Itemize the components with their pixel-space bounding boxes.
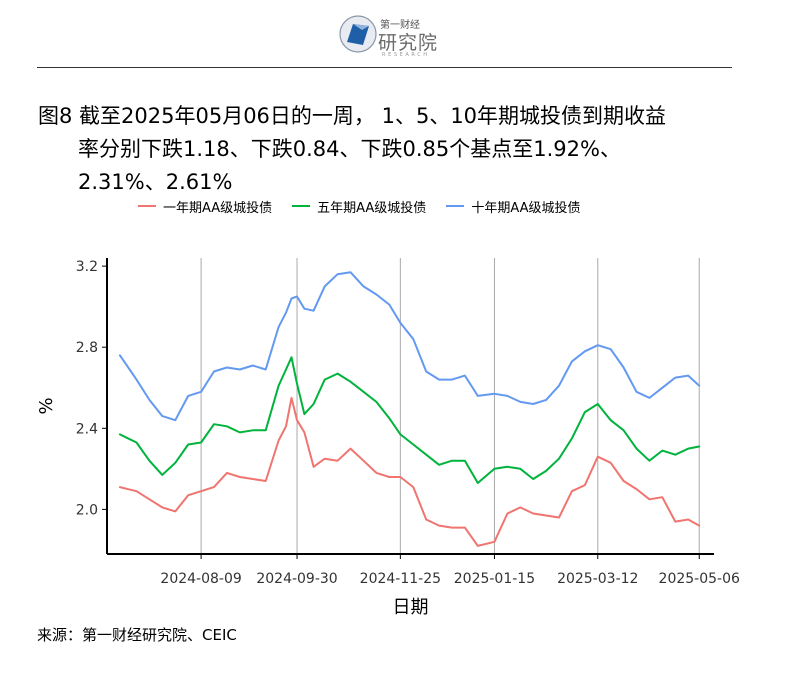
legend-item-1y: 一年期AA级城投债 [138, 197, 272, 216]
x-axis-title: 日期 [393, 597, 429, 618]
x-tick-label-4: 2025-03-12 [557, 571, 638, 587]
figure-title: 图8 截至2025年05月06日的一周， 1、5、10年期城投债到期收益 率分别… [38, 100, 738, 199]
legend-swatch-5y [292, 205, 311, 207]
x-tick-label-0: 2024-08-09 [160, 571, 241, 587]
legend-swatch-10y [446, 205, 465, 207]
logo-brand-sub: RESEARCH [382, 52, 430, 58]
header-divider [37, 67, 732, 68]
logo-mark-icon [339, 15, 377, 53]
y-tick-label-1: 2.4 [76, 421, 98, 437]
x-tick-label-1: 2024-09-30 [256, 571, 337, 587]
legend-label-10y: 十年期AA级城投债 [471, 200, 581, 216]
x-tick-label-3: 2025-01-15 [454, 571, 535, 587]
x-tick-label-2: 2024-11-25 [360, 571, 441, 587]
title-line-1: 图8 截至2025年05月06日的一周， 1、5、10年期城投债到期收益 [38, 104, 667, 128]
legend-item-10y: 十年期AA级城投债 [446, 197, 580, 216]
series-line-5y [118, 356, 701, 484]
source-note: 来源：第一财经研究院、CEIC [37, 626, 237, 644]
legend-swatch-1y [138, 205, 156, 207]
research-institute-logo: 第一财经 研究院 RESEARCH [338, 12, 448, 58]
logo-brand-main: 研究院 [378, 32, 439, 54]
x-tick-label-5: 2025-05-06 [659, 571, 740, 587]
legend-label-1y: 一年期AA级城投债 [163, 200, 273, 216]
y-tick-label-3: 3.2 [76, 259, 98, 275]
legend-item-5y: 五年期AA级城投债 [292, 197, 426, 216]
chart-legend: 一年期AA级城投债 五年期AA级城投债 十年期AA级城投债 [138, 196, 600, 216]
logo-brand-small: 第一财经 [380, 20, 420, 31]
y-axis-title: % [36, 397, 57, 414]
series-line-10y [118, 271, 701, 422]
series-line-1y [118, 396, 701, 547]
title-line-2: 率分别下跌1.18、下跌0.84、下跌0.85个基点至1.92%、 [78, 137, 621, 161]
legend-label-5y: 五年期AA级城投债 [317, 200, 427, 216]
title-line-3: 2.31%、2.61% [78, 170, 233, 194]
y-tick-label-2: 2.8 [76, 340, 98, 356]
y-tick-label-0: 2.0 [76, 502, 98, 518]
